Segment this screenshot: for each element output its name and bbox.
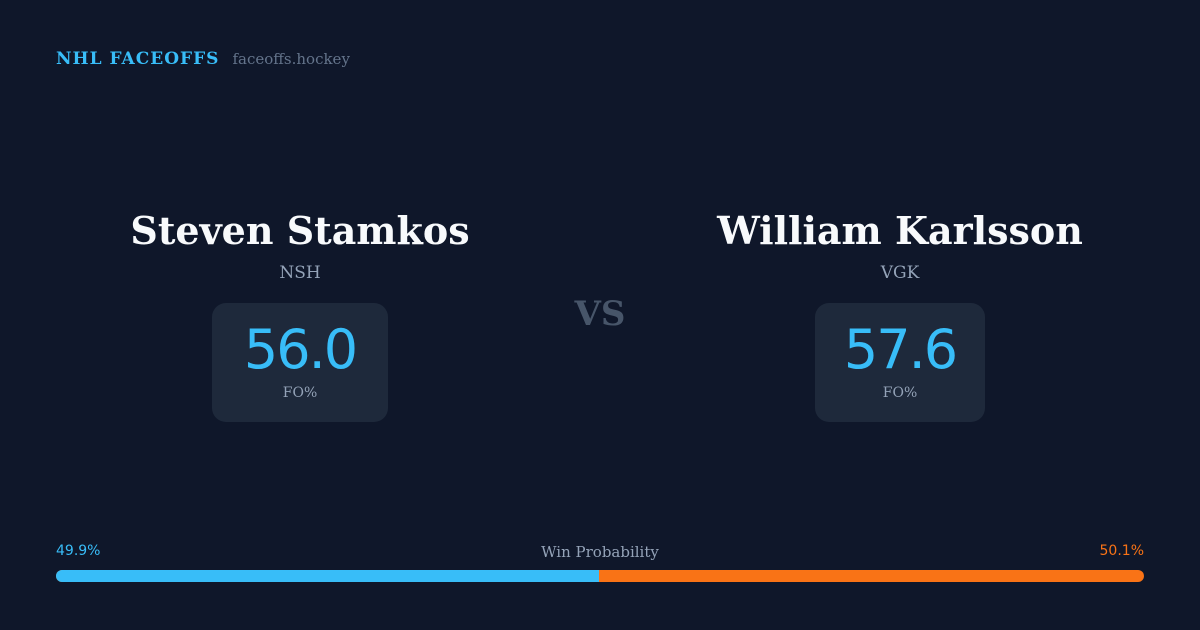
brand-url: faceoffs.hockey	[232, 50, 350, 68]
stat-card: 57.6 FO%	[815, 303, 985, 422]
left-probability: 49.9%	[56, 543, 101, 559]
player-right: William Karlsson VGK 57.6 FO%	[650, 205, 1150, 422]
stat-card: 56.0 FO%	[212, 303, 388, 422]
player-team: VGK	[880, 263, 920, 283]
player-name: William Karlsson	[717, 208, 1083, 253]
fo-pct-value: 57.6	[843, 318, 958, 381]
left-probability-fill	[56, 570, 599, 582]
brand-title: NHL FACEOFFS	[56, 49, 220, 69]
player-left: Steven Stamkos NSH 56.0 FO%	[50, 205, 550, 422]
player-team: NSH	[279, 263, 321, 283]
fo-pct-label: FO%	[282, 385, 318, 401]
fo-pct-label: FO%	[882, 385, 918, 401]
right-probability: 50.1%	[1099, 543, 1144, 559]
fo-pct-value: 56.0	[243, 318, 358, 381]
win-probability-bar	[56, 570, 1144, 582]
win-probability-label: Win Probability	[541, 543, 659, 561]
player-name: Steven Stamkos	[130, 208, 470, 253]
vs-label: VS	[574, 294, 626, 334]
brand: NHL FACEOFFS faceoffs.hockey	[56, 49, 350, 69]
